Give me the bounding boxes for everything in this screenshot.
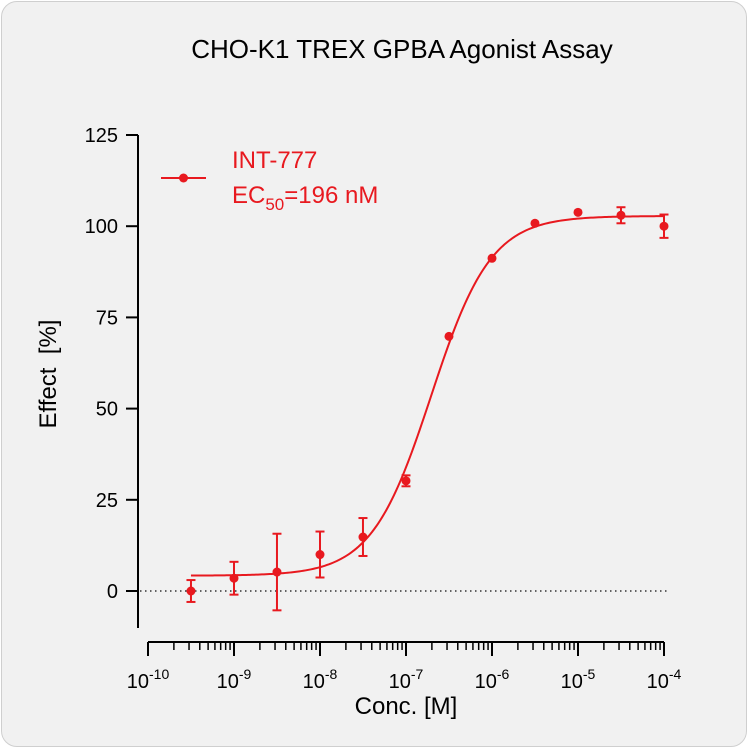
x-tick-label-base: 10 — [647, 671, 669, 693]
data-point — [229, 573, 239, 583]
x-tick-label-base: 10 — [389, 671, 411, 693]
fit-curve-group — [190, 215, 665, 577]
x-tick-label: 10-4 — [647, 666, 682, 693]
x-tick-label: 10-10 — [127, 666, 170, 693]
x-tick-label-exponent: -4 — [669, 666, 682, 682]
x-tick-label-base: 10 — [217, 671, 239, 693]
data-point — [573, 207, 583, 217]
x-tick-label-exponent: -6 — [497, 666, 510, 682]
y-tick-label: 50 — [96, 399, 118, 421]
data-point — [530, 218, 540, 228]
fit-curve — [190, 215, 665, 577]
x-tick-label-exponent: -10 — [149, 666, 169, 682]
x-tick-label: 10-6 — [475, 666, 510, 693]
data-point — [616, 210, 626, 220]
legend: INT-777 EC50=196 nM — [161, 147, 378, 214]
y-tick-label: 0 — [107, 581, 118, 603]
y-tick-label: 25 — [96, 490, 118, 512]
data-point — [272, 567, 282, 577]
x-tick-label-base: 10 — [127, 671, 149, 693]
data-point — [444, 331, 454, 341]
data-point — [186, 586, 196, 596]
x-tick-label-exponent: -7 — [411, 666, 424, 682]
y-tick-label: 125 — [85, 125, 118, 147]
data-point — [358, 532, 368, 542]
x-axis-label: Conc. [M] — [355, 693, 458, 720]
legend-ec50-main: EC — [232, 182, 265, 209]
chart-title: CHO-K1 TREX GPBA Agonist Assay — [191, 34, 612, 64]
x-tick-label-exponent: -9 — [239, 666, 252, 682]
x-tick-label: 10-8 — [303, 666, 338, 693]
data-point — [401, 476, 411, 486]
x-tick-label-exponent: -5 — [583, 666, 596, 682]
x-tick-label: 10-9 — [217, 666, 252, 693]
legend-ec50-value: =196 nM — [284, 182, 378, 209]
legend-series-label: INT-777 — [232, 147, 317, 174]
legend-ec50: EC50=196 nM — [232, 182, 378, 214]
data-points-group — [186, 206, 669, 612]
y-tick-label: 100 — [85, 216, 118, 238]
x-tick-label-base: 10 — [475, 671, 497, 693]
x-tick-label-base: 10 — [561, 671, 583, 693]
y-axis-label: Effect [%] — [35, 320, 62, 429]
y-axis: 0 25 50 75 100 125 — [85, 125, 139, 628]
legend-ec50-sub: 50 — [265, 195, 284, 214]
y-tick-label: 75 — [96, 307, 118, 329]
data-point — [487, 253, 497, 263]
legend-point-marker — [179, 173, 188, 183]
x-tick-label: 10-5 — [561, 666, 596, 693]
data-point — [315, 550, 325, 560]
x-tick-label-exponent: -8 — [325, 666, 338, 682]
x-axis: 10-10 10-9 10-8 10-7 10-6 10-5 10-4 — [127, 641, 682, 693]
x-tick-label: 10-7 — [389, 666, 424, 693]
x-tick-label-base: 10 — [303, 671, 325, 693]
data-point — [659, 221, 669, 231]
